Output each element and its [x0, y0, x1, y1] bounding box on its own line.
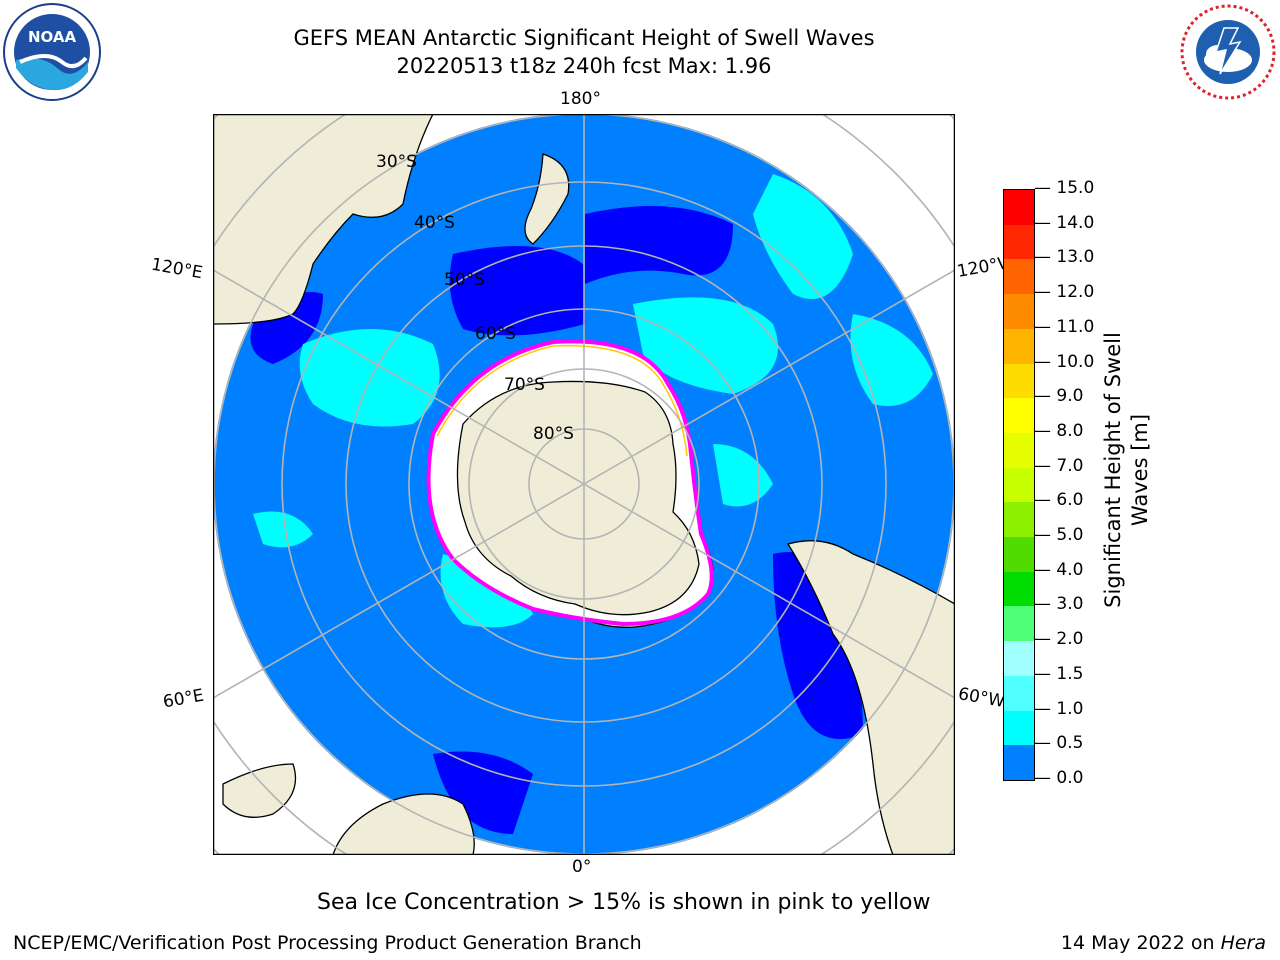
footer-host: Hera — [1220, 932, 1266, 954]
lon-label-60w: 60°W — [956, 684, 1007, 712]
lat-label-70s: 70°S — [504, 375, 545, 395]
colorbar-tick-label: — 8.0 — [1034, 420, 1084, 441]
colorbar-cell — [1004, 710, 1034, 746]
colorbar-cell — [1004, 745, 1034, 780]
lat-label-30s: 30°S — [376, 152, 417, 172]
colorbar-tick-label: — 13.0 — [1034, 247, 1095, 268]
lat-label-60s: 60°S — [475, 324, 516, 344]
colorbar-cell — [1004, 606, 1034, 642]
colorbar-cell — [1004, 571, 1034, 607]
footer-branch: NCEP/EMC/Verification Post Processing Pr… — [13, 932, 642, 954]
footer-date-text: 14 May 2022 on — [1060, 932, 1221, 954]
colorbar-cell — [1004, 294, 1034, 329]
colorbar-cell — [1004, 537, 1034, 572]
lon-label-0: 0° — [572, 857, 592, 877]
colorbar-tick-label: — 7.0 — [1034, 455, 1084, 476]
colorbar-tick-label: — 9.0 — [1034, 386, 1084, 407]
colorbar-tick-label: — 3.0 — [1034, 594, 1084, 615]
lat-label-40s: 40°S — [414, 213, 455, 233]
lon-label-180: 180° — [560, 89, 601, 109]
colorbar-tick-label: — 10.0 — [1034, 351, 1095, 372]
lat-label-80s: 80°S — [533, 424, 574, 444]
colorbar-tick-label: — 14.0 — [1034, 212, 1095, 233]
colorbar-cell — [1004, 190, 1034, 225]
title-line-2: 20220513 t18z 240h fcst Max: 1.96 — [396, 54, 772, 78]
colorbar-cell — [1004, 328, 1034, 364]
colorbar — [1003, 189, 1035, 781]
colorbar-tick-label: — 0.0 — [1034, 768, 1084, 788]
sea-ice — [426, 339, 714, 627]
colorbar-tick-label: — 5.0 — [1034, 525, 1084, 546]
colorbar-tick-label: — 15.0 — [1034, 178, 1095, 198]
colorbar-label-line-1: Significant Height of Swell — [1101, 332, 1125, 608]
colorbar-tick-label: — 11.0 — [1034, 316, 1095, 337]
colorbar-tick-label: — 0.5 — [1034, 733, 1084, 754]
colorbar-tick-label: — 1.0 — [1034, 698, 1084, 719]
colorbar-cell — [1004, 467, 1034, 503]
polar-map — [63, 0, 1105, 960]
lon-label-120e: 120°E — [149, 254, 205, 284]
lon-label-60e: 60°E — [161, 685, 206, 713]
colorbar-label: Significant Height of Swell Waves [m] — [1100, 260, 1154, 680]
colorbar-tick-label: — 12.0 — [1034, 282, 1095, 303]
colorbar-label-line-2: Waves [m] — [1128, 413, 1152, 527]
colorbar-cell — [1004, 224, 1034, 260]
colorbar-cell — [1004, 675, 1034, 711]
colorbar-cell — [1004, 398, 1034, 433]
colorbar-cell — [1004, 432, 1034, 468]
sea-ice-note: Sea Ice Concentration > 15% is shown in … — [317, 890, 931, 915]
title-line-1: GEFS MEAN Antarctic Significant Height o… — [293, 26, 875, 50]
colorbar-cell — [1004, 363, 1034, 399]
colorbar-cell — [1004, 502, 1034, 538]
colorbar-tick-label: — 1.5 — [1034, 663, 1084, 684]
national-weather-service-logo-icon — [1178, 2, 1278, 102]
colorbar-cell — [1004, 259, 1034, 295]
noaa-logo-text: NOAA — [28, 28, 77, 46]
colorbar-tick-label: — 6.0 — [1034, 490, 1084, 511]
lat-label-50s: 50°S — [444, 270, 485, 290]
colorbar-cell — [1004, 641, 1034, 676]
footer-date: 14 May 2022 on Hera — [1061, 932, 1266, 954]
colorbar-tick-label: — 2.0 — [1034, 629, 1084, 650]
colorbar-tick-label: — 4.0 — [1034, 559, 1084, 580]
noaa-logo-icon: NOAA — [2, 2, 102, 102]
